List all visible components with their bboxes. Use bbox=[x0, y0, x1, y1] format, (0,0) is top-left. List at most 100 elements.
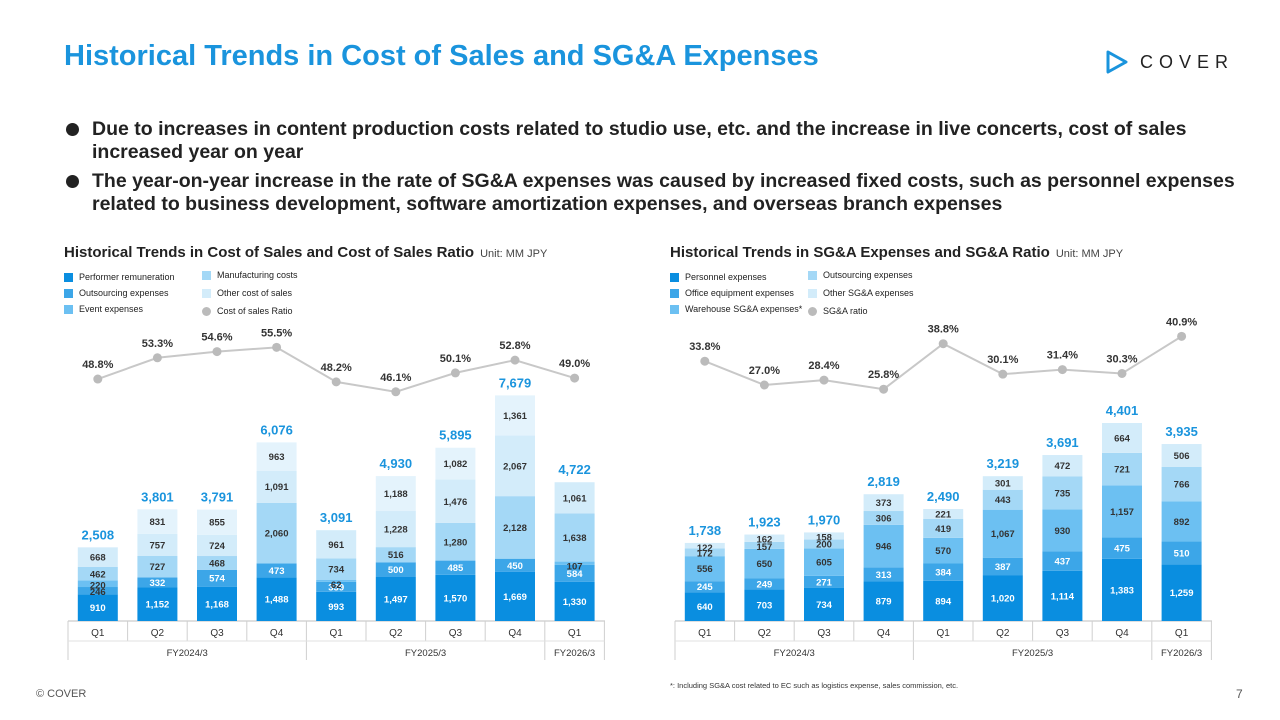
bar-segment bbox=[375, 562, 416, 577]
bar-segment bbox=[982, 557, 1023, 576]
bar-segment-label: 2,128 bbox=[503, 523, 527, 534]
bar-segment-label: 556 bbox=[697, 564, 713, 575]
ratio-label: 53.3% bbox=[142, 338, 173, 350]
bar-segment bbox=[197, 586, 237, 621]
bar-segment bbox=[1042, 476, 1083, 510]
bar-segment bbox=[1161, 564, 1202, 621]
bullet-dot-icon bbox=[66, 123, 79, 136]
ratio-point bbox=[450, 368, 460, 378]
bar-total-label: 3,091 bbox=[320, 510, 353, 525]
cover-logo-icon bbox=[1106, 50, 1128, 74]
bar-total-label: 1,970 bbox=[808, 512, 841, 527]
bar-segment bbox=[804, 575, 844, 588]
ratio-label: 25.8% bbox=[868, 369, 899, 381]
bar-segment-label: 107 bbox=[567, 562, 583, 573]
bar-segment bbox=[1161, 466, 1202, 502]
x-tick-label: Q2 bbox=[389, 628, 403, 639]
legend-circle-icon bbox=[808, 306, 817, 316]
bar-segment-label: 122 bbox=[697, 543, 713, 554]
bar-segment bbox=[554, 482, 595, 514]
bar-segment bbox=[495, 571, 535, 621]
bar-segment bbox=[863, 494, 904, 512]
bar-segment bbox=[1102, 537, 1142, 559]
ratio-label: 46.1% bbox=[380, 372, 411, 384]
bar-segment bbox=[684, 581, 725, 593]
legend-swatch-icon bbox=[670, 304, 679, 314]
bar-segment-label: 831 bbox=[149, 517, 166, 528]
x-tick-label: Q1 bbox=[91, 628, 105, 639]
bar-segment-label: 172 bbox=[697, 548, 713, 559]
bullet-item: The year-on-year increase in the rate of… bbox=[64, 170, 1264, 216]
x-tick-label: Q2 bbox=[151, 628, 165, 639]
bar-segment bbox=[744, 548, 785, 579]
ratio-label: 52.8% bbox=[499, 340, 530, 352]
fiscal-year-label: FY2025/3 bbox=[1012, 648, 1053, 659]
bar-segment-label: 1,067 bbox=[991, 529, 1015, 540]
legend-label: Office equipment expenses bbox=[685, 288, 794, 298]
bar-segment-label: 301 bbox=[995, 478, 1012, 489]
bar-segment bbox=[197, 556, 237, 570]
fiscal-year-label: FY2024/3 bbox=[774, 648, 815, 659]
bar-segment bbox=[863, 511, 904, 525]
ratio-point bbox=[1117, 368, 1127, 378]
ratio-label: 38.8% bbox=[928, 324, 959, 336]
bar-segment bbox=[316, 581, 357, 592]
legend-label: Warehouse SG&A expenses* bbox=[685, 304, 803, 314]
bar-segment bbox=[1161, 444, 1202, 467]
bar-total-label: 1,923 bbox=[748, 515, 781, 530]
bar-segment bbox=[495, 496, 535, 559]
bar-segment bbox=[923, 563, 964, 581]
bar-segment bbox=[435, 522, 476, 561]
ratio-label: 50.1% bbox=[440, 353, 471, 365]
bar-segment bbox=[435, 447, 476, 480]
x-tick-label: Q1 bbox=[698, 628, 712, 639]
cover-logo: COVER bbox=[1104, 48, 1234, 76]
bar-segment-label: 1,157 bbox=[1110, 507, 1134, 518]
bar-total-label: 3,935 bbox=[1165, 424, 1198, 439]
bar-segment bbox=[77, 547, 118, 567]
x-tick-label: Q3 bbox=[817, 628, 831, 639]
bar-total-label: 3,691 bbox=[1046, 435, 1079, 450]
legend-cost-of-sales: Performer remuneration Outsourcing expens… bbox=[64, 270, 364, 320]
ratio-point bbox=[1057, 365, 1067, 375]
bar-segment bbox=[923, 518, 964, 538]
bar-segment bbox=[77, 566, 118, 581]
bar-segment-label: 1,061 bbox=[563, 493, 587, 504]
bar-segment-label: 892 bbox=[1174, 517, 1190, 528]
bar-segment-label: 2,067 bbox=[503, 461, 527, 472]
bar-segment bbox=[375, 476, 416, 512]
ratio-point bbox=[1177, 331, 1187, 341]
bar-segment bbox=[197, 509, 237, 535]
bar-segment-label: 443 bbox=[995, 495, 1011, 506]
ratio-label: 30.3% bbox=[1106, 353, 1137, 365]
bar-segment-label: 1,383 bbox=[1110, 585, 1134, 596]
bar-segment bbox=[1102, 452, 1142, 486]
bar-segment bbox=[554, 513, 595, 562]
bar-segment bbox=[554, 564, 595, 582]
bar-segment-label: 1,082 bbox=[444, 459, 468, 470]
bar-segment-label: 246 bbox=[90, 587, 106, 598]
bar-segment-label: 1,114 bbox=[1051, 591, 1075, 602]
bar-segment-label: 200 bbox=[816, 540, 832, 551]
bar-segment bbox=[197, 569, 237, 587]
legend-item: Cost of sales Ratio bbox=[202, 306, 293, 316]
bar-segment bbox=[554, 581, 595, 621]
bar-segment bbox=[863, 524, 904, 568]
bar-segment-label: 757 bbox=[149, 540, 165, 551]
ratio-point bbox=[879, 384, 889, 394]
bar-segment-label: 1,020 bbox=[991, 594, 1015, 605]
bar-segment-label: 1,259 bbox=[1170, 588, 1194, 599]
bar-total-label: 1,738 bbox=[689, 523, 722, 538]
bar-segment-label: 158 bbox=[816, 532, 832, 543]
x-tick-label: Q1 bbox=[1175, 628, 1189, 639]
bar-segment-label: 157 bbox=[756, 542, 772, 553]
bar-segment bbox=[684, 556, 725, 582]
bar-segment-label: 1,570 bbox=[444, 593, 468, 604]
bar-segment bbox=[982, 489, 1023, 510]
bar-segment-label: 930 bbox=[1054, 526, 1070, 537]
bar-segment-label: 584 bbox=[567, 569, 584, 580]
bar-segment-label: 1,638 bbox=[563, 533, 587, 544]
bar-segment-label: 1,330 bbox=[563, 597, 587, 608]
bar-segment-label: 162 bbox=[756, 535, 772, 546]
bar-segment-label: 664 bbox=[1114, 433, 1131, 444]
